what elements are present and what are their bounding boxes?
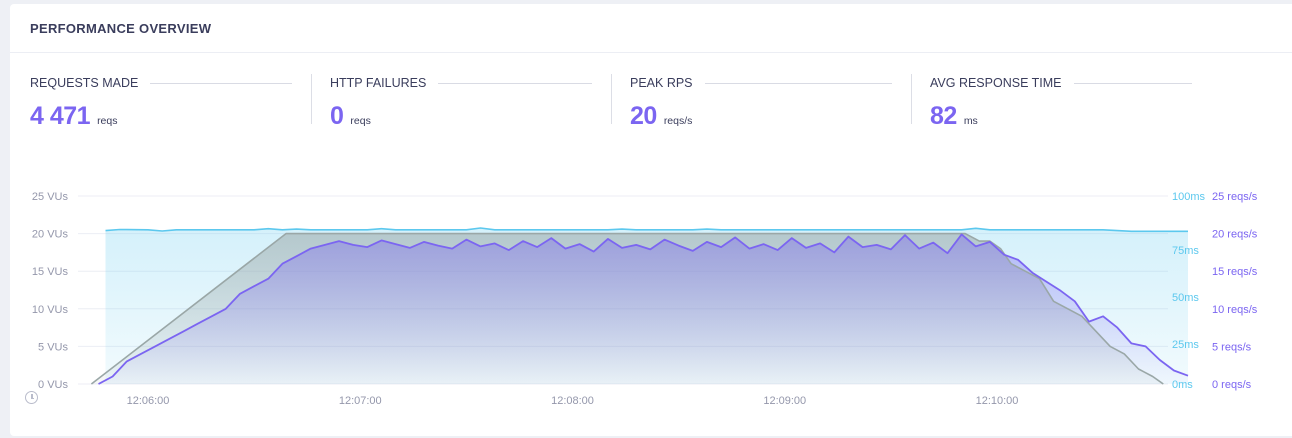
stat-avg-response-time: AVG RESPONSE TIME 82 ms [930,76,1192,130]
y-right-rate-tick-label: 25 reqs/s [1212,191,1258,203]
stat-unit: ms [963,115,978,127]
clock-icon [25,391,38,404]
stat-divider [311,74,312,124]
stat-label: PEAK RPS [630,76,693,90]
y-right-time-tick-label: 0ms [1172,379,1193,391]
y-left-tick-label: 0 VUs [38,379,68,391]
stat-label-rule [438,82,592,84]
y-left-tick-label: 5 VUs [38,341,68,353]
stat-value: 82 [930,102,957,130]
stat-unit: reqs/s [663,115,693,127]
series-line-2 [105,227,1188,233]
y-right-rate-tick-label: 20 reqs/s [1212,229,1258,241]
stat-label: HTTP FAILURES [330,76,427,90]
stat-divider [611,74,612,124]
card-header: PERFORMANCE OVERVIEW [10,4,1292,53]
stat-value: 4 471 [30,102,91,130]
y-right-rate-tick-label: 10 reqs/s [1212,304,1258,316]
stats-row: REQUESTS MADE 4 471 reqs HTTP FAILURES 0… [10,76,1210,136]
stat-divider [911,74,912,124]
stat-label-rule [150,82,292,84]
stat-requests-made: REQUESTS MADE 4 471 reqs [30,76,292,130]
stat-peak-rps: PEAK RPS 20 reqs/s [630,76,892,130]
y-left-tick-label: 15 VUs [32,266,69,278]
x-tick-label: 12:07:00 [339,395,382,407]
card-title: PERFORMANCE OVERVIEW [30,20,212,36]
stat-unit: reqs [350,115,371,127]
y-right-time-tick-label: 100ms [1172,191,1206,203]
y-right-time-tick-label: 50ms [1172,292,1199,304]
stat-unit: reqs [97,115,118,127]
stat-label: AVG RESPONSE TIME [930,76,1062,90]
series-line-1 [98,233,1189,385]
stat-value: 20 [630,102,657,130]
y-right-rate-tick-label: 5 reqs/s [1212,341,1252,353]
y-right-time-tick-label: 25ms [1172,339,1199,351]
x-tick-label: 12:06:00 [127,395,170,407]
x-tick-label: 12:10:00 [976,395,1019,407]
stat-http-failures: HTTP FAILURES 0 reqs [330,76,592,130]
y-right-rate-tick-label: 0 reqs/s [1212,379,1252,391]
y-right-time-tick-label: 75ms [1172,245,1199,257]
stat-value: 0 [330,102,344,130]
y-left-tick-label: 25 VUs [32,191,69,203]
stat-label-rule [704,82,892,84]
series-area-1 [98,234,1188,384]
y-left-tick-label: 20 VUs [32,229,69,241]
stat-label-rule [1073,82,1192,84]
y-left-tick-label: 10 VUs [32,304,69,316]
x-tick-label: 12:08:00 [551,395,594,407]
series-line-0 [90,232,1164,385]
y-right-rate-tick-label: 15 reqs/s [1212,266,1258,278]
x-tick-label: 12:09:00 [763,395,806,407]
stat-label: REQUESTS MADE [30,76,139,90]
